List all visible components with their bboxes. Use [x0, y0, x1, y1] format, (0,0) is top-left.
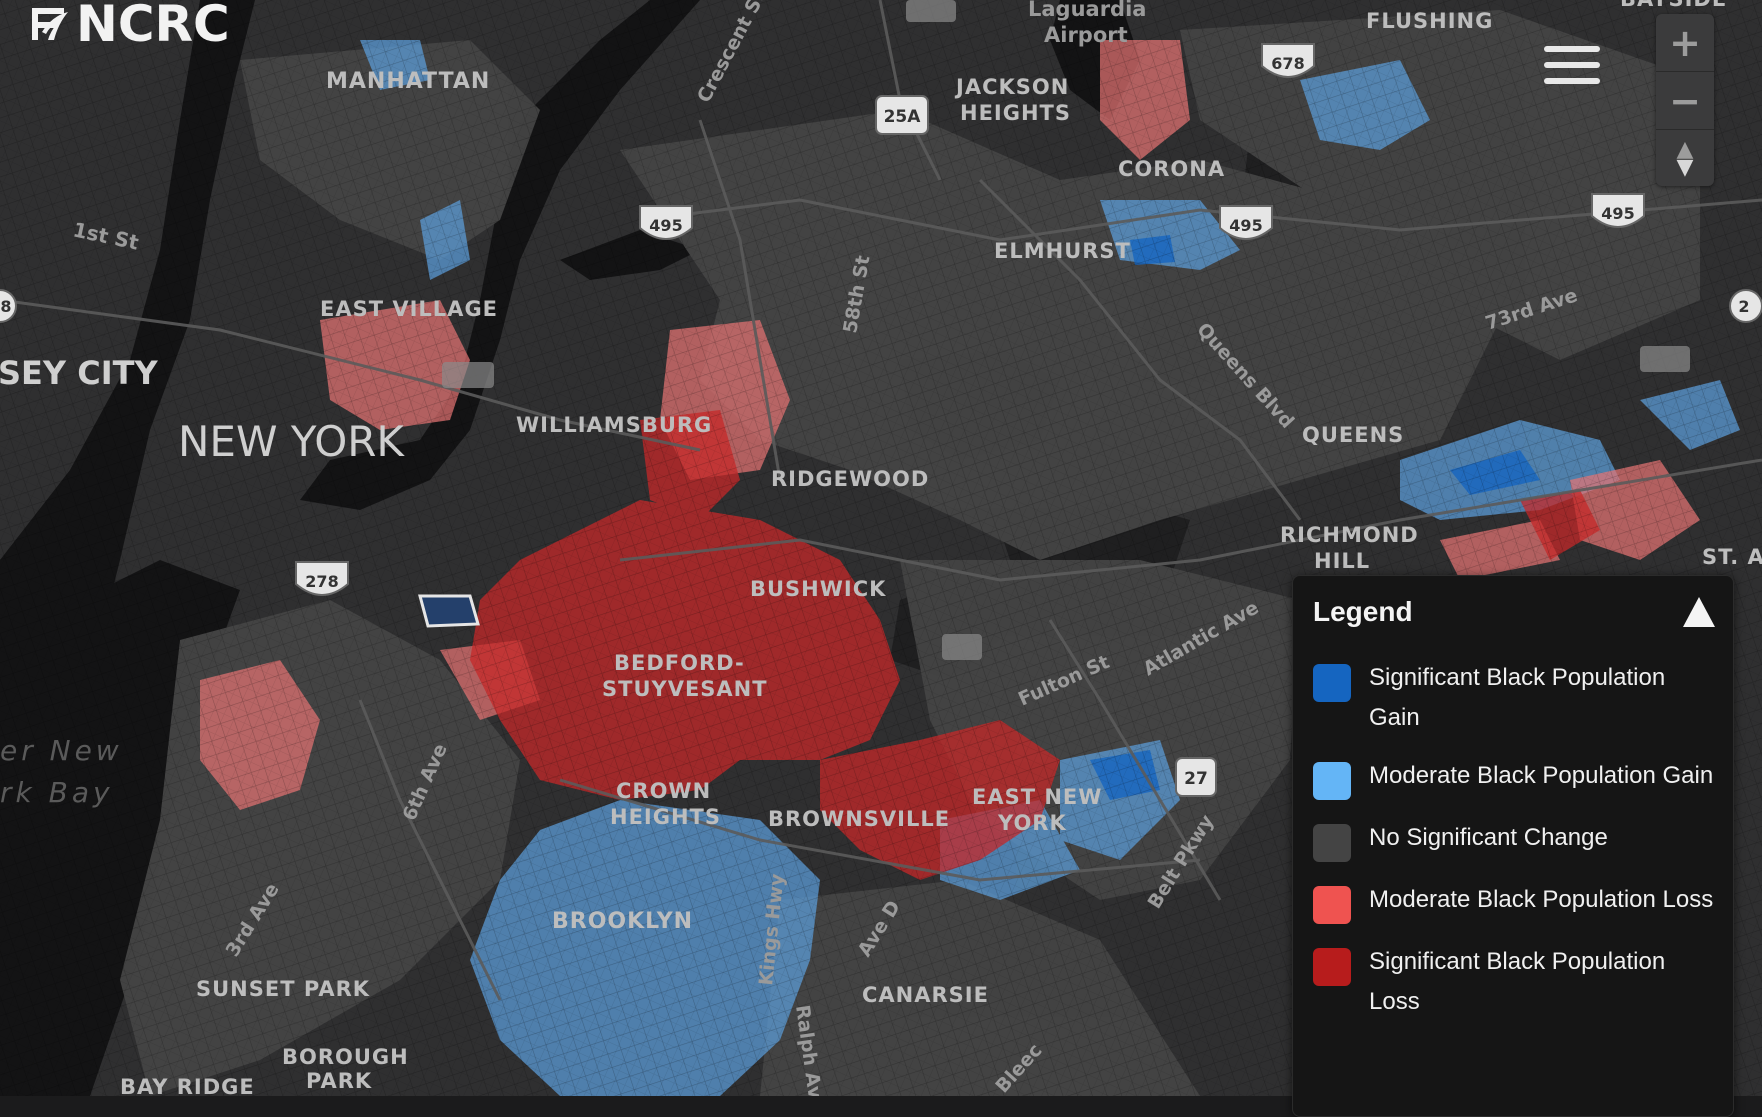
legend-item-mod-gain: Moderate Black Population Gain — [1313, 756, 1715, 800]
shield-25a: 25A — [875, 95, 929, 135]
blank-shield-b — [942, 634, 982, 660]
ncrc-logo-mark-icon — [32, 8, 68, 40]
legend-swatch — [1313, 664, 1351, 702]
label-borough-1: BOROUGH — [282, 1045, 409, 1069]
highway-shields: 495 495 495 678 278 25A 27 8 — [0, 0, 1762, 797]
label-canarsie: CANARSIE — [862, 983, 989, 1007]
label-jackson-2: HEIGHTS — [960, 101, 1071, 125]
label-eny-1: EAST NEW — [972, 785, 1102, 809]
collapse-triangle-icon[interactable] — [1683, 597, 1715, 627]
label-brownsville: BROWNSVILLE — [768, 807, 950, 831]
legend-label: Significant Black Population Loss — [1369, 948, 1666, 1015]
label-bed-stuy-1: BEDFORD- — [614, 651, 745, 675]
water-label-bay-2: rk Bay — [0, 776, 114, 809]
shield-678: 678 — [1261, 43, 1315, 78]
legend-swatch — [1313, 886, 1351, 924]
shield-495-c: 495 — [1591, 193, 1645, 228]
label-new-york: NEW YORK — [178, 417, 405, 466]
menu-bar — [1544, 78, 1600, 84]
menu-bar — [1544, 46, 1600, 52]
label-richmond-1: RICHMOND — [1280, 523, 1419, 547]
legend-panel: Legend Significant Black Population Gain… — [1292, 575, 1734, 1117]
menu-bar — [1544, 62, 1600, 68]
shield-495-a: 495 — [639, 205, 693, 240]
label-elmhurst: ELMHURST — [994, 239, 1131, 263]
legend-label: Significant Black Population Gain — [1369, 664, 1666, 731]
label-ridgewood: RIDGEWOOD — [771, 467, 929, 491]
major-roads — [0, 0, 1762, 1001]
legend-items: Significant Black Population Gain Modera… — [1293, 658, 1733, 1022]
label-corona: CORONA — [1118, 157, 1225, 181]
label-eny-2: YORK — [997, 811, 1067, 835]
shield-edge-right: 2 — [1729, 289, 1762, 323]
label-manhattan: MANHATTAN — [326, 69, 490, 94]
compass-down-arrow: ▼ — [1676, 154, 1694, 180]
compass-up-arrow: ▲ — [1676, 136, 1694, 162]
svg-text:25A: 25A — [884, 107, 922, 127]
water-label-bay-1: er New — [0, 734, 123, 767]
blank-shield-c — [1640, 346, 1690, 372]
label-crown-2: HEIGHTS — [610, 805, 721, 829]
legend-item-sig-gain: Significant Black Population Gain — [1313, 658, 1715, 738]
label-jackson-1: JACKSON — [954, 75, 1069, 99]
svg-text:495: 495 — [649, 216, 682, 235]
label-bayside: BAYSIDE — [1620, 0, 1727, 11]
label-st-a: ST. A — [1702, 545, 1762, 569]
svg-text:278: 278 — [305, 572, 338, 591]
compass-icon[interactable]: ▲ ▼ — [1656, 130, 1714, 187]
label-bushwick: BUSHWICK — [750, 577, 886, 601]
ncrc-logo[interactable]: NCRC — [28, 0, 230, 53]
svg-text:495: 495 — [1601, 204, 1634, 223]
hamburger-menu-icon[interactable] — [1544, 46, 1600, 96]
label-bay-ridge: BAY RIDGE — [120, 1075, 255, 1096]
legend-header: Legend — [1293, 576, 1733, 640]
svg-text:27: 27 — [1184, 769, 1208, 789]
legend-item-mod-loss: Moderate Black Population Loss — [1313, 880, 1715, 924]
label-richmond-2: HILL — [1314, 549, 1370, 573]
blank-shield-d — [906, 0, 956, 22]
legend-label: Moderate Black Population Gain — [1369, 762, 1714, 789]
zoom-in-button[interactable]: + — [1656, 14, 1714, 72]
legend-label: No Significant Change — [1369, 824, 1608, 851]
label-queens: QUEENS — [1302, 423, 1404, 447]
legend-label: Moderate Black Population Loss — [1369, 886, 1714, 913]
shield-278: 278 — [295, 561, 349, 596]
legend-item-sig-loss: Significant Black Population Loss — [1313, 942, 1715, 1022]
zoom-controls: + − ▲ ▼ — [1656, 14, 1714, 186]
label-sunset-park: SUNSET PARK — [196, 977, 370, 1001]
logo-text: NCRC — [76, 0, 230, 53]
legend-swatch — [1313, 948, 1351, 986]
blank-shield-a — [442, 362, 494, 388]
shield-27: 27 — [1175, 757, 1217, 797]
shield-495-b: 495 — [1219, 205, 1273, 240]
legend-title: Legend — [1313, 596, 1413, 627]
label-laguardia-2: Airport — [1044, 23, 1128, 47]
legend-item-no-change: No Significant Change — [1313, 818, 1715, 862]
legend-swatch — [1313, 762, 1351, 800]
label-brooklyn: BROOKLYN — [552, 909, 693, 934]
svg-text:678: 678 — [1271, 54, 1304, 73]
shield-edge-left: 8 — [0, 289, 17, 323]
svg-text:8: 8 — [0, 297, 11, 316]
label-bed-stuy-2: STUYVESANT — [602, 677, 768, 701]
label-borough-2: PARK — [306, 1069, 372, 1093]
zoom-out-button[interactable]: − — [1656, 72, 1714, 130]
label-crown-1: CROWN — [616, 779, 711, 803]
label-laguardia-1: Laguardia — [1028, 0, 1146, 21]
svg-text:495: 495 — [1229, 216, 1262, 235]
svg-text:2: 2 — [1738, 297, 1749, 316]
label-jersey-city: SEY CITY — [0, 354, 158, 392]
selected-tract[interactable] — [418, 594, 480, 628]
label-williamsburg: WILLIAMSBURG — [516, 413, 712, 437]
legend-swatch — [1313, 824, 1351, 862]
label-east-village: EAST VILLAGE — [320, 297, 498, 321]
label-flushing: FLUSHING — [1366, 9, 1493, 33]
